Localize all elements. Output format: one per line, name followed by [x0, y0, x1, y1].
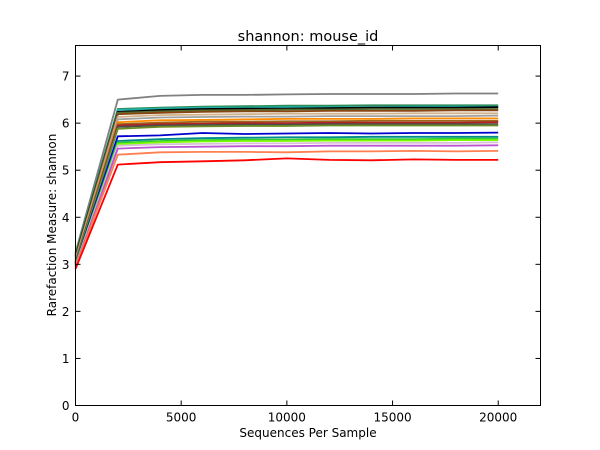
series-line-21	[74, 157, 499, 270]
series-line-13	[74, 124, 499, 264]
series-line-16	[74, 137, 499, 266]
chart-title: shannon: mouse_id	[238, 29, 379, 45]
plot-frame	[75, 45, 541, 406]
tick-layer: 0 5000 10000 15000 20000 0 1 2 3 4 5 6 7	[62, 45, 541, 425]
series-line-15	[74, 135, 499, 266]
series-layer	[74, 92, 499, 270]
series-line-11	[74, 121, 499, 263]
series-line-20	[74, 149, 499, 268]
x-tick-label-2: 10000	[268, 411, 306, 425]
y-axis-label: Rarefaction Measure: shannon	[45, 134, 59, 317]
y-tick-label-0: 0	[62, 399, 70, 413]
x-tick-label-1: 5000	[166, 411, 197, 425]
series-line-7	[74, 112, 499, 260]
series-line-14	[74, 131, 499, 265]
series-line-3	[74, 105, 499, 256]
series-line-2	[74, 104, 499, 255]
y-tick-label-6: 6	[62, 117, 70, 131]
x-tick-label-0: 0	[72, 411, 80, 425]
series-line-6	[74, 109, 499, 259]
series-line-19	[74, 144, 499, 268]
series-line-4	[74, 106, 499, 257]
y-tick-label-2: 2	[62, 305, 70, 319]
series-line-10	[74, 119, 499, 263]
y-tick-label-5: 5	[62, 164, 70, 178]
x-tick-label-3: 15000	[373, 411, 411, 425]
series-line-5	[74, 108, 499, 258]
series-line-12	[74, 123, 499, 264]
series-line-9	[74, 117, 499, 262]
series-line-17	[74, 139, 499, 266]
series-line-1	[74, 92, 499, 253]
x-axis-label: Sequences Per Sample	[239, 426, 376, 440]
x-tick-label-4: 20000	[479, 411, 517, 425]
y-tick-label-3: 3	[62, 258, 70, 272]
y-tick-label-4: 4	[62, 211, 70, 225]
series-line-18	[74, 141, 499, 267]
y-tick-label-7: 7	[62, 70, 70, 84]
series-line-8	[74, 114, 499, 261]
y-tick-label-1: 1	[62, 352, 70, 366]
